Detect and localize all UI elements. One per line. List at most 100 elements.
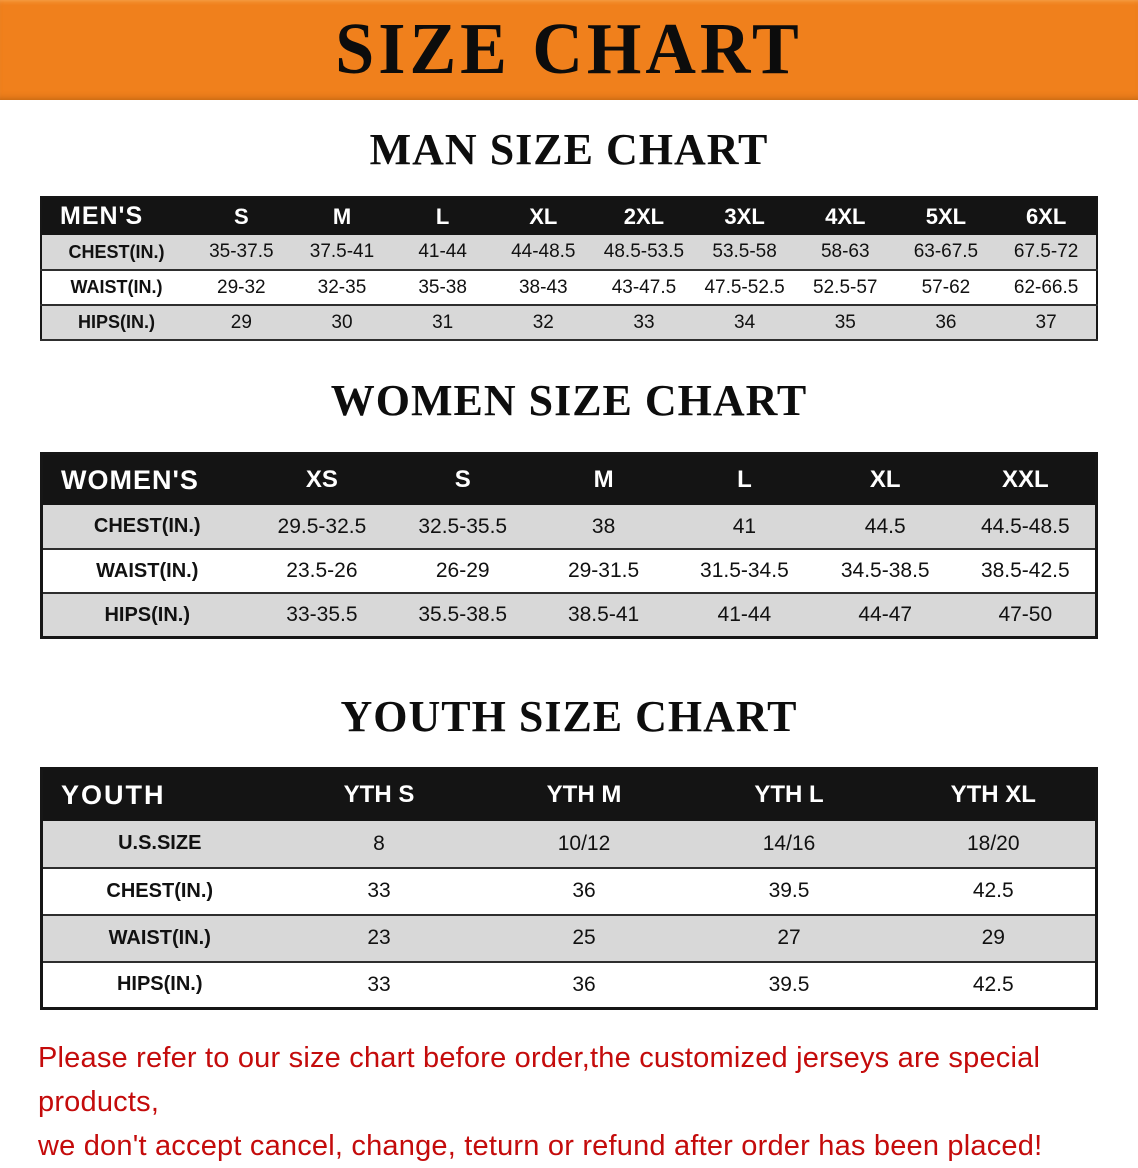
size-column-header: M <box>533 453 674 506</box>
measure-row: HIPS(IN.) 33-35.5 35.5-38.5 38.5-41 41-44 44-… <box>41 593 1097 638</box>
size-value-cell: 36 <box>572 972 596 996</box>
size-value-cell: 58-63 <box>820 241 870 263</box>
measure-row: CHEST(IN.) 29.5-32.5 32.5-35.5 38 41 44.5 44.5… <box>41 505 1097 550</box>
size-column-header: 5XL <box>895 197 997 236</box>
order-policy-note: Please refer to our size chart before or… <box>38 1036 1108 1168</box>
row-label: CHEST(IN.) <box>68 241 165 262</box>
row-label: HIPS(IN.) <box>116 973 203 996</box>
size-value-cell: 52.5-57 <box>813 276 878 298</box>
measure-row: HIPS(IN.) 29 30 31 32 33 34 35 36 37 <box>41 305 1097 341</box>
row-label: U.S.SIZE <box>118 832 202 855</box>
size-value-cell: 53.5-58 <box>712 241 777 263</box>
measure-row: WAIST(IN.) 29-32 32-35 35-38 38-43 43-47.5 47.… <box>41 270 1097 306</box>
youth-size-table: YOUTH YTH S YTH M YTH L YTH XL U.S.SIZE 8 10/12… <box>40 767 1098 1011</box>
size-value-cell: 33-35.5 <box>286 603 358 627</box>
size-column-header: 4XL <box>794 197 896 236</box>
size-value-cell: 57-62 <box>921 276 971 298</box>
size-chart-banner: SIZE CHART <box>0 0 1138 100</box>
size-value-cell: 34 <box>734 311 756 333</box>
size-value-cell: 41-44 <box>717 603 772 627</box>
size-value-cell: 43-47.5 <box>611 276 677 298</box>
size-value-cell: 47-50 <box>998 603 1053 627</box>
size-value-cell: 29.5-32.5 <box>277 514 367 538</box>
corner-header: WOMEN'S <box>41 453 252 506</box>
row-label: HIPS(IN.) <box>77 312 155 333</box>
size-value-cell: 35 <box>834 311 856 333</box>
size-column-header: YTH XL <box>891 768 1097 821</box>
header-row: WOMEN'S XS S M L XL XXL <box>41 453 1097 506</box>
size-column-header: YTH S <box>276 768 482 821</box>
size-column-header: L <box>673 453 815 506</box>
size-value-cell: 32.5-35.5 <box>418 514 508 538</box>
corner-header: MEN'S <box>41 197 191 236</box>
size-column-header: S <box>191 197 292 236</box>
size-value-cell: 37.5-41 <box>309 241 375 263</box>
size-value-cell: 18/20 <box>966 831 1020 855</box>
size-value-cell: 38-43 <box>518 276 568 298</box>
size-value-cell: 8 <box>373 831 385 855</box>
size-column-header: L <box>392 197 493 236</box>
size-column-header: 2XL <box>593 197 695 236</box>
women-section-heading: WOMEN SIZE CHART <box>330 376 808 426</box>
order-policy-line-1: Please refer to our size chart before or… <box>38 1042 1041 1119</box>
size-value-cell: 36 <box>572 879 596 903</box>
size-value-cell: 35-38 <box>418 276 467 298</box>
size-value-cell: 31 <box>432 311 454 333</box>
size-column-header: 6XL <box>996 197 1097 236</box>
size-value-cell: 41-44 <box>418 241 467 263</box>
row-label: CHEST(IN.) <box>106 879 214 902</box>
size-column-header: XL <box>492 197 594 236</box>
size-value-cell: 67.5-72 <box>1013 241 1079 263</box>
size-value-cell: 39.5 <box>768 879 810 903</box>
page-title: SIZE CHART <box>335 9 803 90</box>
size-value-cell: 32-35 <box>317 276 367 298</box>
size-value-cell: 30 <box>331 311 353 333</box>
size-value-cell: 44.5 <box>864 514 906 538</box>
size-value-cell: 14/16 <box>762 831 816 855</box>
size-value-cell: 27 <box>777 926 801 950</box>
size-value-cell: 29-31.5 <box>567 559 640 583</box>
row-label: WAIST(IN.) <box>70 277 163 298</box>
size-column-header: YTH M <box>481 768 687 821</box>
size-value-cell: 29 <box>230 311 252 333</box>
size-value-cell: 33 <box>633 311 655 333</box>
size-value-cell: 25 <box>572 926 596 950</box>
corner-header: YOUTH <box>41 768 277 821</box>
size-value-cell: 29 <box>981 926 1005 950</box>
size-value-cell: 47.5-52.5 <box>704 276 785 298</box>
size-value-cell: 35.5-38.5 <box>418 603 508 627</box>
row-label: CHEST(IN.) <box>93 515 201 538</box>
size-value-cell: 26-29 <box>435 559 490 583</box>
size-column-header: S <box>392 453 534 506</box>
size-value-cell: 38 <box>591 514 616 538</box>
size-value-cell: 63-67.5 <box>913 241 979 263</box>
size-column-header: XXL <box>955 453 1097 506</box>
size-value-cell: 32 <box>532 311 554 333</box>
size-value-cell: 48.5-53.5 <box>603 241 685 263</box>
size-value-cell: 33 <box>367 972 391 996</box>
size-value-cell: 23.5-26 <box>286 559 358 583</box>
measure-row: WAIST(IN.) 23.5-26 26-29 29-31.5 31.5-34.5 34… <box>41 549 1097 594</box>
size-column-header: YTH L <box>686 768 892 821</box>
row-label: WAIST(IN.) <box>96 559 199 582</box>
size-column-header: 3XL <box>694 197 795 236</box>
measure-row: HIPS(IN.) 33 36 39.5 42.5 <box>41 961 1097 1009</box>
size-value-cell: 38.5-42.5 <box>980 559 1070 583</box>
row-label: HIPS(IN.) <box>104 603 191 626</box>
size-value-cell: 42.5 <box>972 972 1014 996</box>
size-column-header: XL <box>814 453 956 506</box>
size-value-cell: 38.5-41 <box>567 603 640 627</box>
measure-row: CHEST(IN.) 33 36 39.5 42.5 <box>41 867 1097 915</box>
row-label: WAIST(IN.) <box>108 926 211 949</box>
size-value-cell: 37 <box>1035 311 1057 333</box>
size-value-cell: 31.5-34.5 <box>700 559 789 583</box>
size-column-header: M <box>291 197 393 236</box>
measure-row: CHEST(IN.) 35-37.5 37.5-41 41-44 44-48.5 48.5… <box>41 235 1097 271</box>
header-row: YOUTH YTH S YTH M YTH L YTH XL <box>41 768 1097 821</box>
men-size-table: MEN'S S M L XL 2XL 3XL 4XL 5XL 6XL CHEST(IN.) 35-37… <box>40 196 1098 342</box>
size-value-cell: 36 <box>935 311 957 333</box>
size-value-cell: 39.5 <box>768 972 810 996</box>
size-value-cell: 33 <box>367 879 391 903</box>
size-value-cell: 42.5 <box>972 879 1014 903</box>
